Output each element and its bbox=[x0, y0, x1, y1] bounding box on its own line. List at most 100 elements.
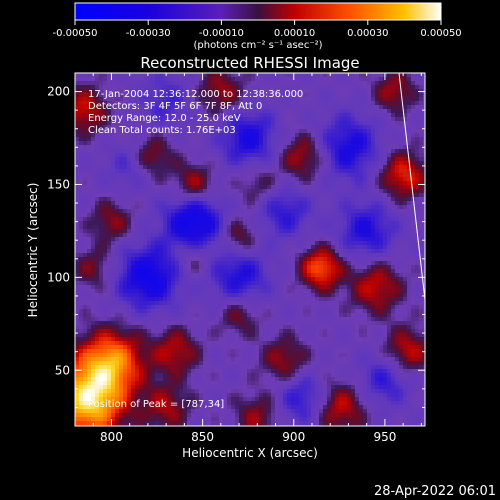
heatmap-cell bbox=[167, 261, 172, 266]
heatmap-cell bbox=[135, 221, 140, 226]
heatmap-cell bbox=[83, 249, 88, 254]
heatmap-cell bbox=[339, 261, 344, 266]
heatmap-cell bbox=[95, 253, 100, 258]
heatmap-cell bbox=[143, 173, 148, 178]
heatmap-cell bbox=[183, 153, 188, 158]
heatmap-cell bbox=[75, 205, 80, 210]
heatmap-cell bbox=[283, 73, 288, 78]
heatmap-cell bbox=[199, 157, 204, 162]
heatmap-cell bbox=[103, 129, 108, 134]
heatmap-cell bbox=[327, 89, 332, 94]
heatmap-cell bbox=[415, 277, 420, 282]
heatmap-cell bbox=[79, 141, 84, 146]
heatmap-cell bbox=[399, 257, 404, 262]
heatmap-cell bbox=[407, 277, 412, 282]
heatmap-cell bbox=[255, 201, 260, 206]
heatmap-cell bbox=[347, 73, 352, 78]
heatmap-cell bbox=[271, 117, 276, 122]
heatmap-cell bbox=[95, 129, 100, 134]
heatmap-cell bbox=[335, 189, 340, 194]
heatmap-cell bbox=[375, 165, 380, 170]
heatmap-cell bbox=[323, 285, 328, 290]
heatmap-cell bbox=[359, 285, 364, 290]
heatmap-cell bbox=[159, 241, 164, 246]
heatmap-cell bbox=[335, 229, 340, 234]
heatmap-cell bbox=[123, 197, 128, 202]
heatmap-cell bbox=[287, 109, 292, 114]
heatmap-cell bbox=[147, 109, 152, 114]
heatmap-cell bbox=[79, 277, 84, 282]
heatmap-cell bbox=[399, 81, 404, 86]
heatmap-cell bbox=[367, 105, 372, 110]
heatmap-cell bbox=[159, 153, 164, 158]
heatmap-cell bbox=[211, 285, 216, 290]
heatmap-cell bbox=[359, 149, 364, 154]
heatmap-cell bbox=[379, 97, 384, 102]
heatmap-cell bbox=[251, 181, 256, 186]
heatmap-cell bbox=[235, 153, 240, 158]
heatmap-cell bbox=[415, 149, 420, 154]
heatmap-cell bbox=[343, 149, 348, 154]
heatmap-cell bbox=[355, 209, 360, 214]
heatmap-cell bbox=[159, 133, 164, 138]
heatmap-cell bbox=[367, 125, 372, 130]
colorbar bbox=[74, 2, 442, 21]
heatmap-cell bbox=[235, 197, 240, 202]
heatmap-cell bbox=[223, 229, 228, 234]
heatmap-cell bbox=[127, 109, 132, 114]
heatmap-cell bbox=[307, 165, 312, 170]
heatmap-cell bbox=[159, 249, 164, 254]
heatmap-cell bbox=[131, 161, 136, 166]
heatmap-cell bbox=[367, 129, 372, 134]
heatmap-cell bbox=[375, 225, 380, 230]
heatmap-cell bbox=[75, 117, 80, 122]
heatmap-cell bbox=[155, 129, 160, 134]
heatmap-cell bbox=[307, 161, 312, 166]
heatmap-cell bbox=[251, 197, 256, 202]
heatmap-cell bbox=[275, 201, 280, 206]
heatmap-cell bbox=[167, 77, 172, 82]
heatmap-cell bbox=[207, 77, 212, 82]
heatmap-cell bbox=[211, 113, 216, 118]
heatmap-cell bbox=[359, 137, 364, 142]
heatmap-cell bbox=[115, 157, 120, 162]
heatmap-cell bbox=[367, 93, 372, 98]
heatmap-cell bbox=[251, 273, 256, 278]
heatmap-cell bbox=[211, 189, 216, 194]
heatmap-cell bbox=[307, 93, 312, 98]
heatmap-cell bbox=[267, 133, 272, 138]
heatmap-cell bbox=[219, 161, 224, 166]
heatmap-cell bbox=[179, 277, 184, 282]
heatmap-cell bbox=[379, 93, 384, 98]
heatmap-cell bbox=[171, 121, 176, 126]
heatmap-cell bbox=[247, 217, 252, 222]
heatmap-cell bbox=[419, 281, 424, 286]
heatmap-cell bbox=[83, 193, 88, 198]
heatmap-cell bbox=[151, 241, 156, 246]
heatmap-cell bbox=[411, 201, 416, 206]
heatmap-cell bbox=[287, 137, 292, 142]
heatmap-cell bbox=[155, 293, 160, 298]
heatmap-cell bbox=[407, 133, 412, 138]
heatmap-cell bbox=[239, 265, 244, 270]
heatmap-cell bbox=[283, 257, 288, 262]
heatmap-cell bbox=[271, 189, 276, 194]
heatmap-cell bbox=[363, 273, 368, 278]
heatmap-cell bbox=[203, 185, 208, 190]
heatmap-cell bbox=[299, 245, 304, 250]
heatmap-cell bbox=[335, 161, 340, 166]
heatmap-cell bbox=[251, 185, 256, 190]
heatmap-cell bbox=[127, 185, 132, 190]
heatmap-cell bbox=[211, 149, 216, 154]
heatmap-cell bbox=[107, 281, 112, 286]
heatmap-cell bbox=[255, 217, 260, 222]
heatmap-cell bbox=[219, 217, 224, 222]
heatmap-cell bbox=[331, 73, 336, 78]
heatmap-cell bbox=[367, 181, 372, 186]
heatmap-cell bbox=[179, 229, 184, 234]
heatmap-cell bbox=[375, 241, 380, 246]
heatmap-cell bbox=[147, 153, 152, 158]
heatmap-cell bbox=[211, 221, 216, 226]
heatmap-cell bbox=[299, 105, 304, 110]
heatmap-cell bbox=[295, 109, 300, 114]
